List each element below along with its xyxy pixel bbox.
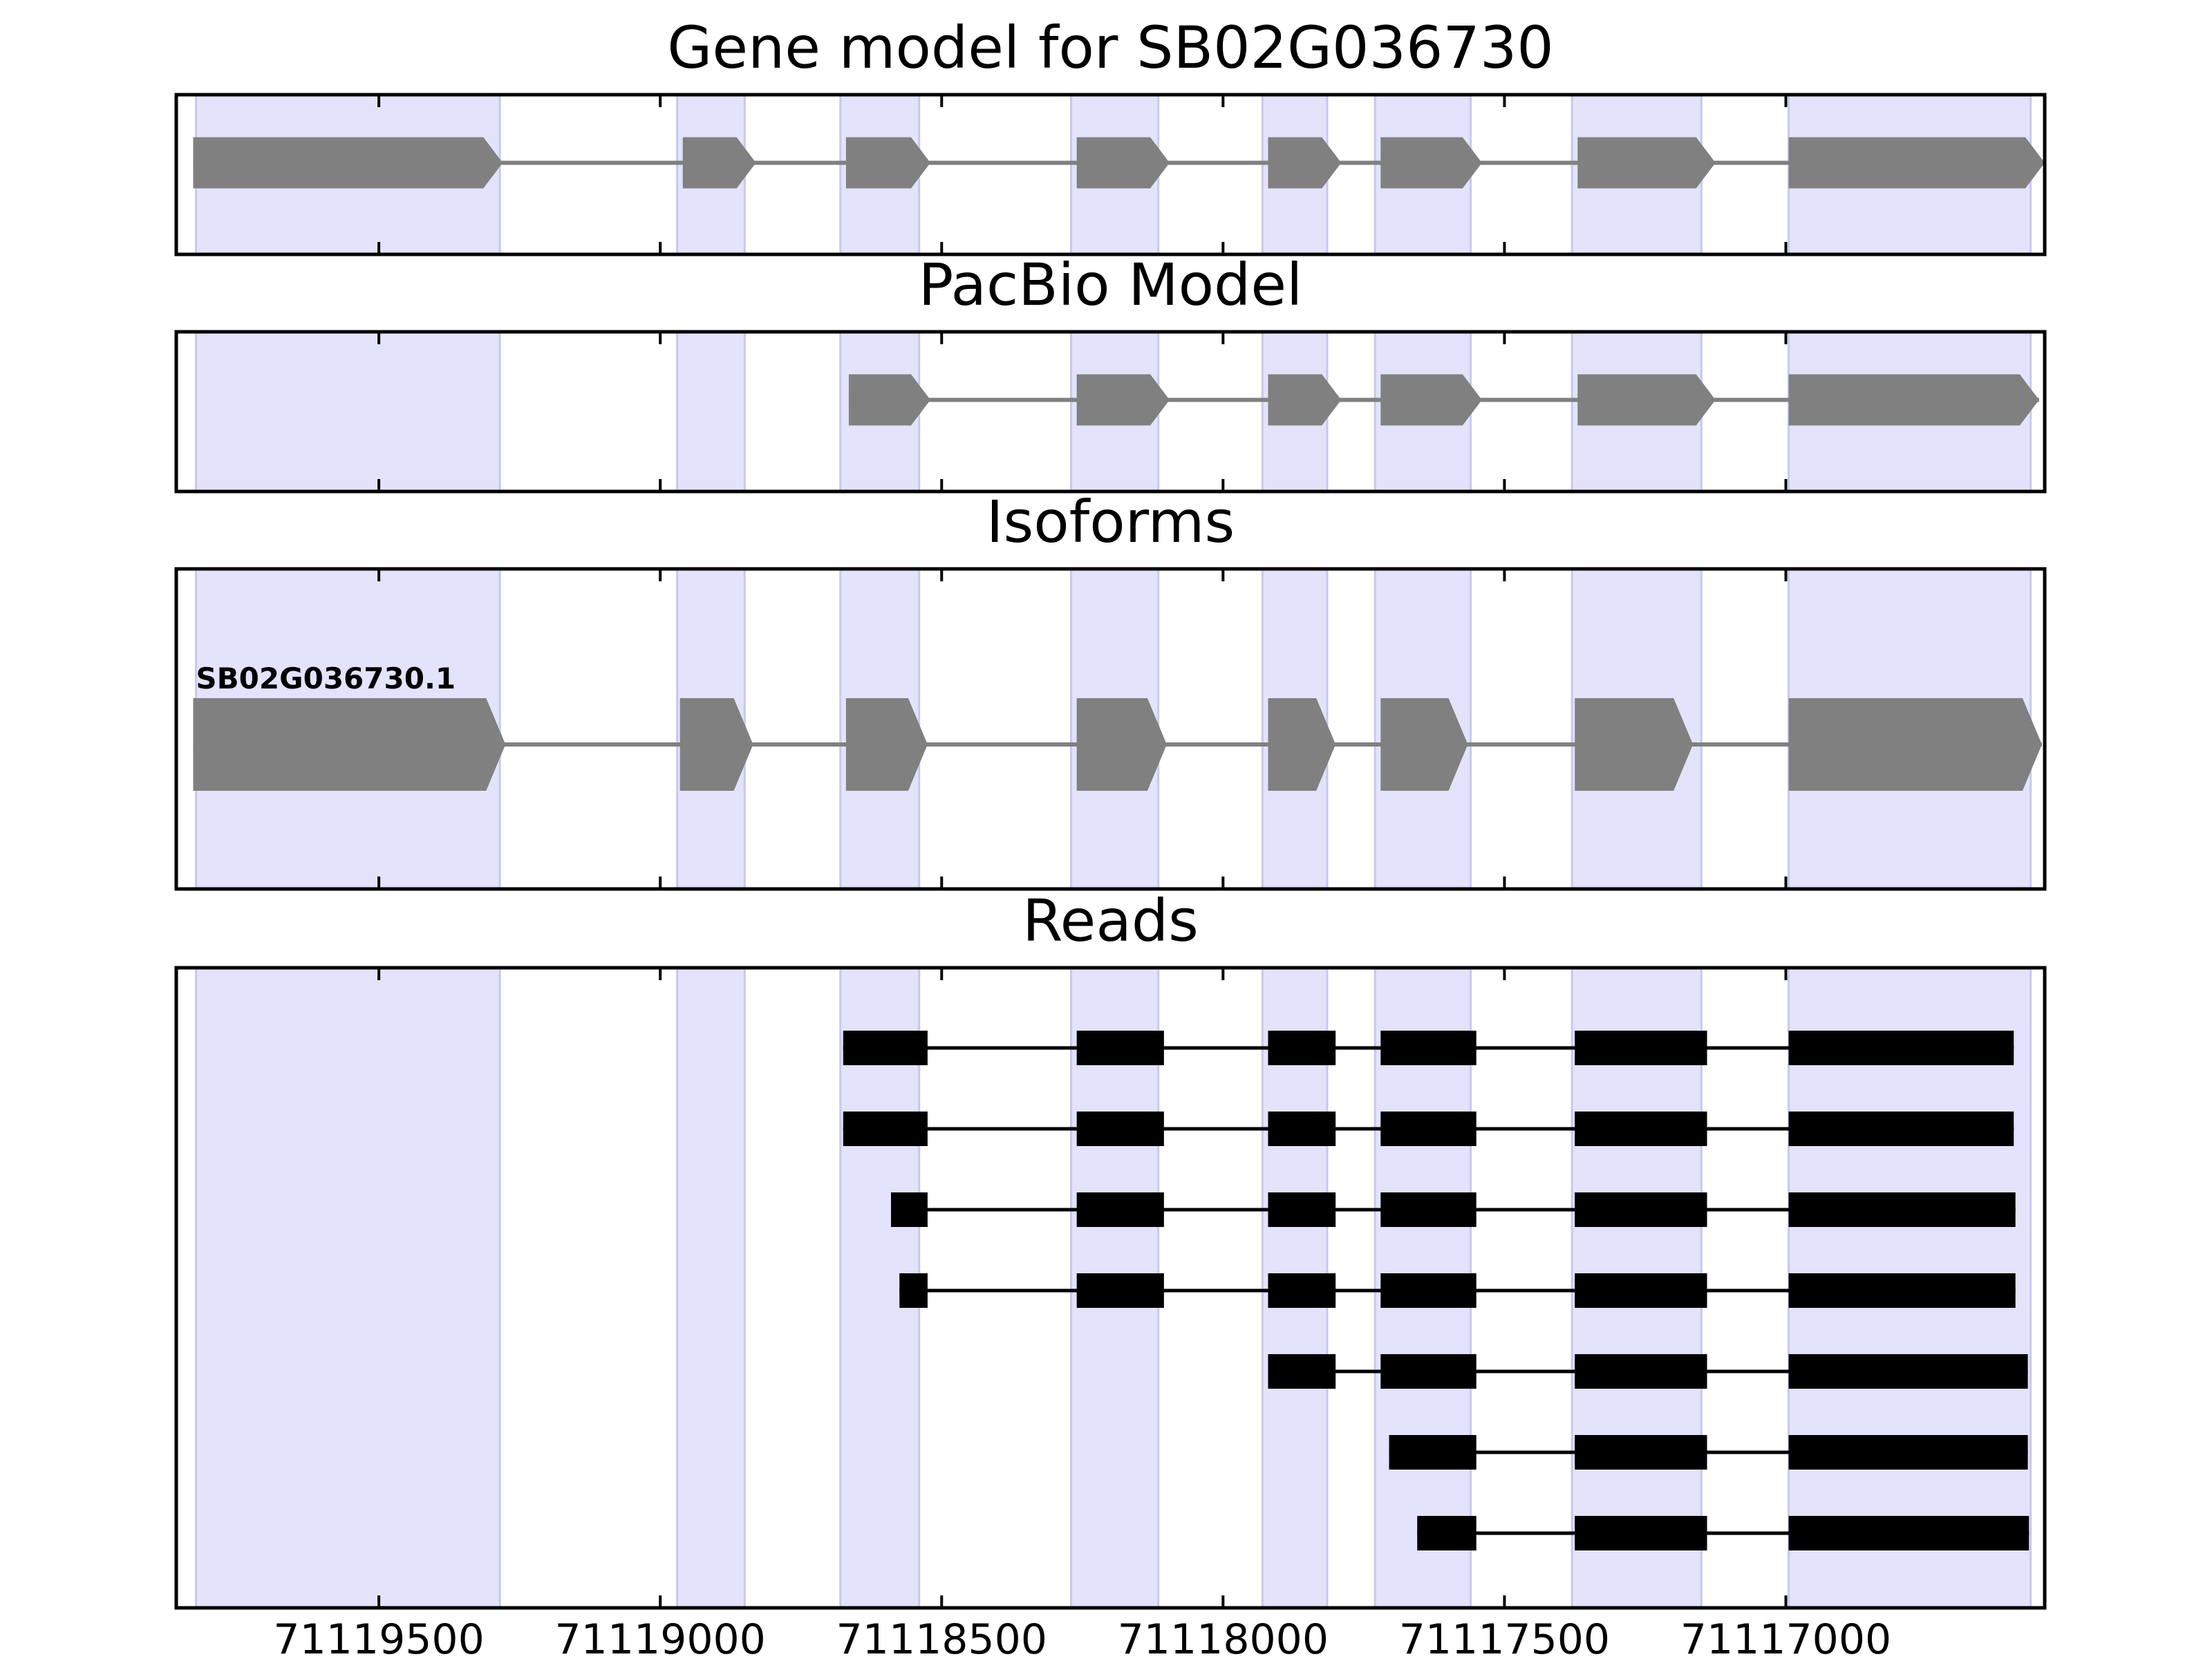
isoform-label: SB02G036730.1 (196, 662, 456, 695)
panel-title: Gene model for SB02G036730 (667, 14, 1553, 82)
read-exon-block (1076, 1273, 1164, 1308)
exon-arrow (1575, 698, 1694, 791)
exon-arrow (193, 137, 503, 189)
x-tick-label: 71119000 (554, 1615, 765, 1659)
panel-frame (174, 567, 2047, 891)
exon-arrow (1268, 137, 1342, 189)
read-exon-block (1788, 1031, 2014, 1065)
read-exon-block (1076, 1112, 1164, 1146)
read-exon-block (1268, 1354, 1336, 1389)
read-exon-block (1380, 1192, 1477, 1227)
exon-highlight-region (676, 966, 746, 1609)
exon-arrow (848, 374, 930, 426)
read-exon-block (1575, 1112, 1707, 1146)
exon-arrow (1268, 698, 1336, 791)
read-exon-block (1575, 1273, 1707, 1308)
read-row (843, 1031, 2014, 1065)
exon-arrow (1268, 374, 1342, 426)
read-exon-block (1268, 1112, 1336, 1146)
exon-highlight-region (194, 966, 501, 1609)
panel-frame (174, 330, 2047, 494)
read-exon-block (1575, 1516, 1707, 1550)
x-tick-label: 71119500 (273, 1615, 484, 1659)
read-exon-block (843, 1031, 928, 1065)
exon-highlight-region (676, 330, 746, 493)
exon-arrow (1788, 698, 2042, 791)
read-row (899, 1273, 2016, 1308)
read-exon-block (1575, 1192, 1707, 1227)
read-exon-block (1380, 1273, 1477, 1308)
read-exon-block (1268, 1273, 1336, 1308)
panel-2: Isoforms SB02G036730.1 (174, 488, 2047, 891)
read-exon-block (1788, 1435, 2028, 1470)
exon-arrow (682, 137, 756, 189)
read-row (1268, 1354, 2028, 1389)
read-exon-block (1788, 1516, 2030, 1550)
exon-arrow (845, 698, 928, 791)
panel-1: PacBio Model (174, 251, 2047, 494)
exon-arrow (1380, 137, 1482, 189)
read-exon-block (899, 1273, 928, 1308)
exon-arrow (1577, 374, 1716, 426)
read-exon-block (1788, 1354, 2028, 1389)
read-exon-block (1076, 1192, 1164, 1227)
read-exon-block (1380, 1112, 1477, 1146)
read-exon-block (1788, 1112, 2014, 1146)
read-exon-block (1380, 1031, 1477, 1065)
exon-arrow (1577, 137, 1716, 189)
transcript-row (193, 137, 2045, 189)
panel-3: Reads (174, 887, 2047, 1610)
exon-arrow (1380, 374, 1482, 426)
exon-arrow (679, 698, 753, 791)
exon-arrow (1788, 137, 2045, 189)
read-exon-block (843, 1112, 928, 1146)
panel-title: Reads (1022, 887, 1199, 955)
read-exon-block (1575, 1354, 1707, 1389)
panel-title: PacBio Model (919, 251, 1303, 319)
read-exon-block (1380, 1354, 1477, 1389)
read-exon-block (1788, 1192, 2016, 1227)
read-exon-block (1268, 1031, 1336, 1065)
read-exon-block (1417, 1516, 1477, 1550)
x-tick-label: 71117500 (1399, 1615, 1610, 1659)
panel-0: Gene model for SB02G036730 (174, 14, 2047, 256)
exon-arrow (845, 137, 930, 189)
read-exon-block (1788, 1273, 2016, 1308)
read-exon-block (1076, 1031, 1164, 1065)
read-exon-block (1575, 1031, 1707, 1065)
read-row (1389, 1435, 2028, 1470)
panel-title: Isoforms (986, 488, 1235, 556)
read-exon-block (1575, 1435, 1707, 1470)
panel-frame (174, 93, 2047, 256)
transcript-row (848, 374, 2039, 426)
read-exon-block (890, 1192, 928, 1227)
panel-frame (174, 966, 2047, 1610)
exon-arrow (1380, 698, 1468, 791)
exon-arrow (1788, 374, 2039, 426)
exon-arrow (193, 698, 506, 791)
read-row (890, 1192, 2016, 1227)
exon-arrow (1076, 137, 1170, 189)
read-exon-block (1268, 1192, 1336, 1227)
read-exon-block (1389, 1435, 1477, 1470)
exon-arrow (1076, 698, 1167, 791)
transcript-row: SB02G036730.1 (193, 662, 2042, 791)
x-tick-label: 71118500 (836, 1615, 1047, 1659)
exon-highlight-region (194, 330, 501, 493)
exon-arrow (1076, 374, 1170, 426)
read-row (843, 1112, 2014, 1146)
read-row (1417, 1516, 2030, 1550)
x-tick-label: 71117000 (1680, 1615, 1891, 1659)
x-tick-label: 71118000 (1118, 1615, 1329, 1659)
